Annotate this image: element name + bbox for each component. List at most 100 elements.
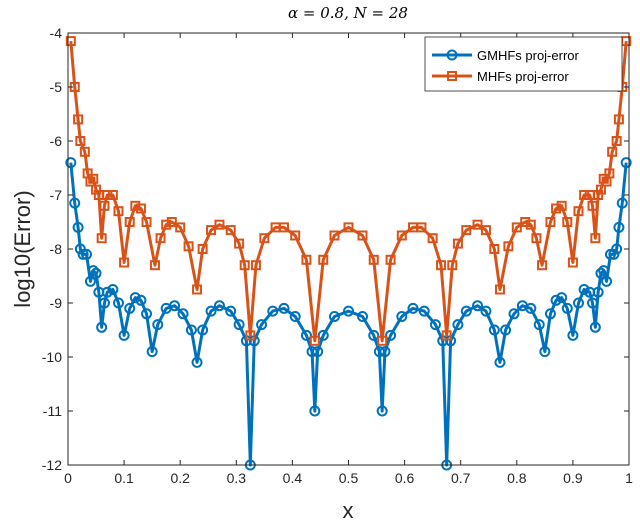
- data-point: [197, 244, 208, 254]
- data-point: [396, 230, 407, 241]
- data-point: [441, 330, 452, 341]
- data-point: [328, 311, 340, 322]
- series-mhfs: [65, 36, 632, 346]
- data-point: [96, 233, 107, 244]
- data-point: [312, 346, 324, 358]
- data-point: [461, 225, 472, 236]
- chart-title: α = 0.8, N = 28: [288, 4, 408, 22]
- data-point: [480, 225, 491, 236]
- data-point: [141, 217, 152, 227]
- data-point: [579, 190, 590, 200]
- data-point: [112, 297, 124, 309]
- y-axis-label: log10(Error): [10, 190, 35, 307]
- data-point: [250, 260, 261, 271]
- data-point: [72, 221, 84, 233]
- data-point: [245, 330, 256, 341]
- data-point: [213, 300, 225, 312]
- data-point: [607, 146, 618, 157]
- data-point: [537, 260, 548, 271]
- data-point: [379, 346, 391, 358]
- y-tick-label: -12: [42, 457, 62, 473]
- data-point: [169, 300, 181, 312]
- data-point: [531, 233, 542, 244]
- x-tick-label: 0.9: [563, 470, 583, 486]
- x-tick-label: 0.4: [283, 470, 303, 486]
- data-point: [604, 168, 615, 179]
- data-point: [592, 286, 604, 298]
- data-point: [613, 221, 625, 233]
- data-point: [343, 305, 354, 317]
- data-point: [98, 297, 110, 309]
- data-point: [225, 225, 236, 236]
- data-point: [545, 217, 556, 227]
- plot-series: [65, 36, 632, 471]
- data-point: [500, 324, 512, 336]
- data-point: [130, 200, 141, 211]
- x-tick-label: 0: [64, 470, 72, 486]
- x-tick-label: 1: [625, 470, 633, 486]
- data-point: [317, 329, 329, 341]
- data-point: [489, 244, 500, 254]
- series-line: [69, 40, 628, 343]
- data-point: [192, 284, 203, 295]
- data-point: [90, 267, 102, 279]
- data-point: [155, 233, 166, 244]
- data-point: [525, 219, 536, 230]
- data-point: [124, 302, 136, 314]
- data-point: [503, 241, 514, 252]
- data-point: [508, 308, 520, 320]
- data-point: [601, 275, 613, 287]
- data-point: [377, 335, 388, 346]
- data-point: [149, 260, 160, 271]
- data-point: [357, 230, 368, 241]
- data-point: [436, 260, 447, 271]
- data-point: [620, 157, 632, 169]
- data-point: [91, 184, 102, 195]
- x-tick-label: 0.5: [339, 470, 359, 486]
- data-point: [73, 114, 84, 125]
- data-point: [343, 222, 354, 233]
- data-point: [567, 257, 578, 268]
- data-point: [306, 346, 318, 358]
- data-point: [373, 346, 385, 358]
- data-point: [118, 329, 130, 341]
- data-point: [135, 294, 147, 306]
- data-point: [452, 238, 463, 249]
- data-point: [589, 321, 601, 333]
- data-point: [590, 233, 601, 244]
- data-point: [460, 305, 472, 317]
- data-point: [259, 233, 270, 244]
- data-point: [562, 217, 573, 227]
- data-point: [368, 254, 379, 265]
- x-axis-label: x: [343, 498, 354, 523]
- data-point: [533, 319, 545, 331]
- data-point: [290, 230, 301, 241]
- x-tick-label: 0.6: [395, 470, 415, 486]
- data-point: [511, 222, 522, 233]
- y-tick-label: -8: [50, 241, 63, 257]
- data-point: [84, 275, 96, 287]
- data-point: [301, 254, 312, 265]
- legend-circle-marker-icon: [446, 49, 458, 61]
- data-point: [129, 292, 141, 304]
- legend[interactable]: GMHFs proj-error MHFs proj-error: [424, 36, 623, 92]
- data-point: [544, 308, 556, 320]
- data-point: [429, 319, 441, 331]
- data-point: [256, 319, 268, 331]
- data-point: [595, 267, 607, 279]
- data-point: [161, 219, 172, 230]
- data-point: [407, 302, 419, 314]
- data-point: [124, 217, 135, 227]
- data-point: [185, 324, 197, 336]
- data-point: [551, 203, 562, 214]
- data-point: [107, 190, 118, 200]
- data-point: [96, 321, 108, 333]
- y-tick-label: -9: [50, 295, 63, 311]
- data-point: [598, 173, 609, 184]
- x-tick-label: 0.2: [170, 470, 190, 486]
- data-point: [598, 265, 610, 277]
- data-point: [135, 203, 146, 214]
- data-point: [587, 200, 598, 211]
- data-point: [166, 217, 177, 227]
